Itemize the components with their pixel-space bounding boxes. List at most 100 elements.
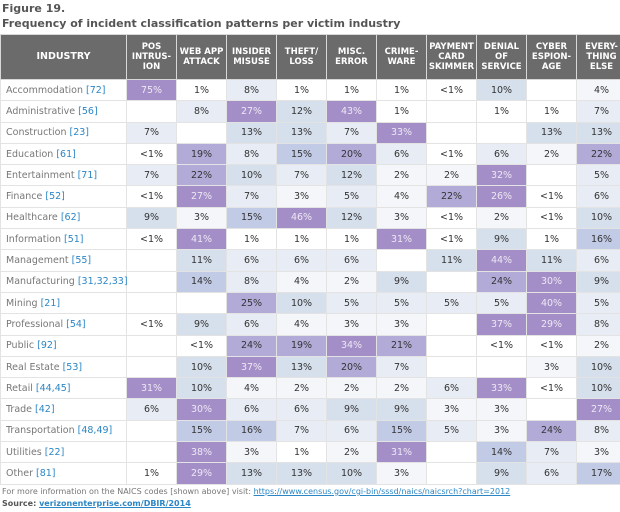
naics-code-link[interactable]: [56] (78, 105, 98, 117)
naics-link[interactable]: https://www.census.gov/cgi-bin/sssd/naic… (253, 487, 511, 496)
heatmap-cell: 30% (526, 270, 577, 293)
heatmap-cell: 3% (426, 398, 477, 421)
heatmap-cell: <1% (426, 78, 477, 102)
heatmap-cell: 20% (326, 142, 377, 166)
heatmap-cell: 6% (276, 249, 327, 272)
row-label: Accommodation [72] (0, 78, 127, 102)
table-row: Retail [44,45] 31% 10% 4% 2% 2% 2% 6% 33% <1% 10% (0, 377, 620, 400)
heatmap-cell (426, 121, 477, 144)
heatmap-cell: 2% (326, 270, 377, 293)
heatmap-cell: 1% (376, 78, 427, 102)
industry-name: Retail (6, 382, 36, 394)
heatmap-cell (426, 441, 477, 464)
heatmap-cell: <1% (126, 313, 177, 336)
naics-code-link[interactable]: [44,45] (35, 382, 71, 394)
heatmap-cell: 37% (476, 313, 527, 336)
heatmap-cell: 10% (476, 78, 527, 102)
naics-code-link[interactable]: [48,49] (77, 425, 113, 437)
naics-code-link[interactable]: [92] (37, 340, 57, 352)
naics-code-link[interactable]: [81] (36, 467, 56, 479)
heatmap-cell: 40% (526, 291, 577, 315)
naics-code-link[interactable]: [53] (62, 361, 83, 373)
heatmap-cell: 14% (176, 270, 227, 293)
heatmap-cell: 16% (576, 228, 620, 251)
heatmap-cell: 12% (326, 164, 377, 187)
heatmap-cell (126, 291, 177, 315)
heatmap-cell: 31% (126, 377, 177, 400)
heatmap-cell: 3% (526, 355, 577, 379)
heatmap-cell: 17% (576, 462, 620, 485)
heatmap-cell: 3% (326, 313, 377, 336)
naics-code-link[interactable]: [71] (77, 169, 98, 181)
naics-code-link[interactable]: [23] (69, 127, 90, 139)
heatmap-cell: <1% (526, 206, 577, 230)
heatmap-cell: 2% (326, 441, 377, 464)
heatmap-cell: 2% (326, 377, 377, 400)
heatmap-cell: 6% (476, 142, 527, 166)
naics-code-link[interactable]: [22] (44, 446, 65, 458)
heatmap-cell: 24% (526, 419, 577, 443)
row-label: Information [51] (0, 228, 127, 251)
industry-name: Other (6, 467, 36, 479)
heatmap-cell: 26% (476, 185, 527, 208)
heatmap-cell: 30% (176, 398, 227, 421)
heatmap-cell: 19% (176, 142, 227, 166)
heatmap-cell: 31% (376, 228, 427, 251)
heatmap-cell: 24% (226, 334, 277, 357)
heatmap-cell (426, 313, 477, 336)
heatmap-cell: 7% (326, 121, 377, 144)
heatmap-cell: 9% (576, 270, 620, 293)
naics-code-link[interactable]: [72] (85, 84, 106, 96)
heatmap-cell: 41% (176, 228, 227, 251)
table-row: Construction [23] 7% 13% 13% 7% 33% 13% 13% (0, 121, 620, 144)
heatmap-cell: 16% (226, 419, 277, 443)
heatmap-cell: 1% (526, 228, 577, 251)
row-label: Entertainment [71] (0, 164, 127, 187)
naics-code-link[interactable]: [21] (40, 297, 61, 309)
heatmap-cell (176, 291, 227, 315)
heatmap-cell: 2% (426, 164, 477, 187)
naics-code-link[interactable]: [51] (64, 233, 84, 245)
heatmap-cell: 5% (576, 164, 620, 187)
heatmap-cell: 15% (276, 142, 327, 166)
heatmap-cell: 29% (176, 462, 227, 485)
table-row: Management [55] 11% 6% 6% 6% 11% 44% 11% 6% (0, 249, 620, 272)
source-link[interactable]: verizonenterprise.com/DBIR/2014 (39, 499, 191, 508)
naics-code-link[interactable]: [55] (71, 255, 92, 267)
table-row: Education [61] <1% 19% 8% 15% 20% 6% <1% 6% 2% 22% (0, 142, 620, 166)
figure-label: Figure 19. (2, 2, 66, 15)
naics-code-link[interactable]: [61] (56, 148, 76, 160)
industry-name: Public (6, 340, 38, 352)
heatmap-cell: 75% (126, 78, 177, 102)
naics-code-link[interactable]: [62] (60, 212, 81, 224)
heatmap-cell (176, 121, 227, 144)
heatmap-cell: 6% (226, 313, 277, 336)
heatmap-cell (376, 249, 427, 272)
naics-code-link[interactable]: [31,32,33] (77, 276, 128, 288)
heatmap-cell: 3% (226, 441, 277, 464)
column-header: PAYMENT CARD SKIMMER (426, 34, 477, 80)
heatmap-cell: 8% (576, 419, 620, 443)
industry-name: Information (6, 233, 65, 245)
heatmap-cell: 3% (476, 398, 527, 421)
source-label: Source: (2, 499, 40, 508)
heatmap-cell: 6% (326, 249, 377, 272)
column-header: WEB APP ATTACK (176, 34, 227, 80)
naics-code-link[interactable]: [52] (45, 191, 65, 203)
heatmap-cell: 4% (576, 78, 620, 102)
naics-code-link[interactable]: [42] (35, 404, 55, 416)
heatmap-cell: 7% (576, 100, 620, 123)
heatmap-cell: 9% (376, 270, 427, 293)
heatmap-cell: <1% (126, 185, 177, 208)
heatmap-cell: 7% (376, 355, 427, 379)
heatmap-cell: 5% (426, 419, 477, 443)
naics-code-link[interactable]: [54] (66, 318, 86, 330)
heatmap-cell: 13% (226, 121, 277, 144)
heatmap-cell: 8% (226, 270, 277, 293)
heatmap-cell: 3% (276, 185, 327, 208)
heatmap-cell: 33% (376, 121, 427, 144)
heatmap-cell: 8% (176, 100, 227, 123)
heatmap-cell: 11% (526, 249, 577, 272)
column-header: DENIAL OF SERVICE (476, 34, 527, 80)
table-row: Trade [42] 6% 30% 6% 6% 9% 9% 3% 3% 27% (0, 398, 620, 421)
